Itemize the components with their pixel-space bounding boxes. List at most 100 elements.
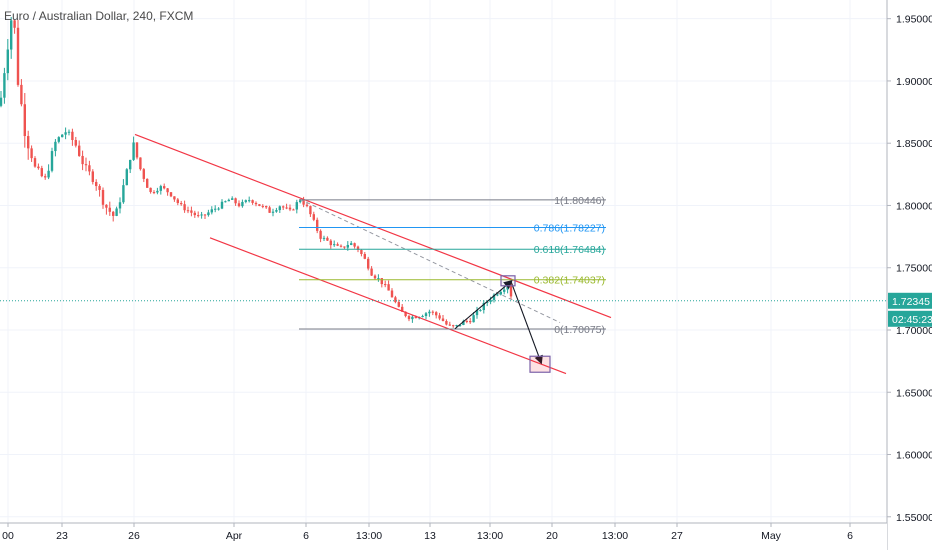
candle-body <box>489 299 492 302</box>
candle-body <box>40 168 43 177</box>
projection-arrow <box>454 280 513 330</box>
candle-body <box>74 140 77 146</box>
price-tick-label: 1.85000 <box>896 138 932 150</box>
candle-body <box>84 164 88 166</box>
candle-body <box>346 244 349 248</box>
candle-body <box>261 205 264 207</box>
price-axis[interactable]: 1.95000 1.90000 1.85000 1.80000 1.75000 1.700… <box>886 0 932 550</box>
candle-body <box>282 206 285 208</box>
candle-body <box>217 208 220 210</box>
time-tick-label: 20 <box>546 530 558 542</box>
candle-body <box>78 145 81 156</box>
candle-body <box>152 192 156 194</box>
channel-midline <box>299 198 561 323</box>
candle-body <box>343 246 346 248</box>
candle-body <box>322 237 326 239</box>
time-axis[interactable]: 00 23 26 Apr 6 13:00 13 13:00 20 13:00 27 May 6 <box>0 522 887 550</box>
candle-body <box>108 207 111 212</box>
candle-body <box>445 321 448 325</box>
candle-body <box>227 199 230 202</box>
candle-body <box>197 215 200 217</box>
fib-level-label: 1(1.80446) <box>554 195 605 207</box>
candle-body <box>20 84 23 105</box>
candle-body <box>472 315 475 323</box>
candles <box>0 16 513 328</box>
candle-body <box>61 134 64 138</box>
candle-body <box>496 294 499 296</box>
fibonacci-levels[interactable]: 1(1.80446) 0.786(1.78227) 0.618(1.76484) 0.… <box>299 195 606 336</box>
time-tick-label: 6 <box>847 530 853 542</box>
candle-body <box>139 157 142 170</box>
candle-body <box>387 284 390 291</box>
candle-body <box>486 301 489 303</box>
candle-body <box>54 141 57 152</box>
candle-body <box>394 297 397 303</box>
candle-body <box>101 189 105 205</box>
candle-body <box>156 190 159 193</box>
candle-body <box>268 207 271 213</box>
candle-body <box>10 20 13 50</box>
candle-body <box>183 204 186 211</box>
candle-body <box>428 311 431 314</box>
candle-body <box>241 201 244 207</box>
price-tick-label: 1.90000 <box>896 76 932 88</box>
time-tick-label: 00 <box>2 530 14 542</box>
candle-body <box>482 302 485 311</box>
time-tick-label: 6 <box>303 530 309 542</box>
candle-body <box>254 202 258 205</box>
candle-body <box>98 186 101 190</box>
candle-body <box>292 209 295 211</box>
candle-body <box>380 278 383 285</box>
channel-lines[interactable] <box>134 133 612 375</box>
candle-body <box>88 165 91 172</box>
candle-body <box>186 210 190 212</box>
candle-body <box>180 203 183 205</box>
candle-body <box>367 258 370 269</box>
candle-body <box>57 137 60 142</box>
price-tick-label: 1.60000 <box>896 450 932 462</box>
projection-path[interactable] <box>454 275 551 373</box>
candle-body <box>91 171 94 182</box>
candle-body <box>118 202 122 209</box>
projection-arrow <box>510 281 543 365</box>
fib-level-label: 0(1.70075) <box>554 324 605 336</box>
price-tick-label: 1.65000 <box>896 387 932 399</box>
candle-body <box>27 136 30 149</box>
fib-level-label: 0.382(1.74037) <box>534 275 605 287</box>
time-tick-label: 13 <box>424 530 436 542</box>
candle-body <box>299 200 302 203</box>
candle-body <box>404 311 407 317</box>
candle-body <box>142 169 145 179</box>
candle-body <box>159 186 162 191</box>
last-price-label: 1.72345 <box>892 296 930 308</box>
candle-body <box>465 320 468 322</box>
price-tick-label: 1.70000 <box>896 325 932 337</box>
candle-body <box>458 325 462 327</box>
candle-body <box>462 320 465 326</box>
candle-body <box>363 253 366 259</box>
candle-body <box>329 240 332 246</box>
candle-body <box>237 203 241 207</box>
candle-body <box>265 206 268 208</box>
candle-body <box>407 316 411 320</box>
candle-body <box>47 170 50 178</box>
candle-body <box>302 200 305 205</box>
candle-body <box>13 20 16 28</box>
candle-body <box>44 176 47 178</box>
candle-body <box>81 155 84 165</box>
candle-body <box>210 209 213 213</box>
candle-body <box>370 268 373 276</box>
candle-body <box>244 200 247 202</box>
candle-body <box>224 201 227 203</box>
countdown-badge <box>888 310 932 327</box>
candle-body <box>288 207 292 210</box>
price-tick-label: 1.95000 <box>896 14 932 26</box>
candle-body <box>503 289 506 292</box>
candle-body <box>135 142 139 158</box>
candle-body <box>377 278 380 280</box>
candle-body <box>350 243 353 245</box>
candle-body <box>336 244 339 246</box>
